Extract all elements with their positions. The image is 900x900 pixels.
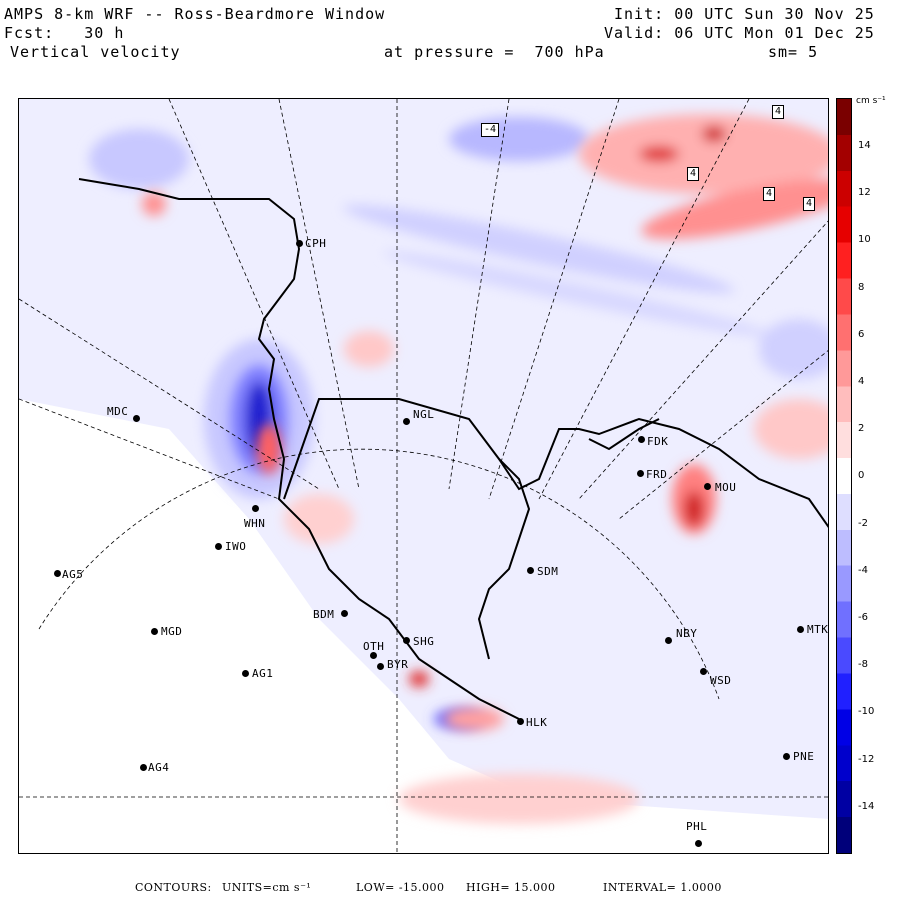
station-marker[interactable]: [527, 567, 534, 574]
station-label-mou: MOU: [715, 481, 737, 494]
station-marker[interactable]: [797, 626, 804, 633]
station-marker[interactable]: [242, 670, 249, 677]
colorbar-tick-label: -6: [858, 612, 868, 623]
station-marker[interactable]: [133, 415, 140, 422]
station-marker[interactable]: [140, 764, 147, 771]
station-label-whn: WHN: [244, 517, 266, 530]
pressure-level: at pressure = 700 hPa: [384, 44, 605, 60]
station-label-pne: PNE: [793, 750, 815, 763]
station-marker[interactable]: [252, 505, 259, 512]
station-label-ngl: NGL: [413, 408, 435, 421]
contours-label: CONTOURS:: [135, 881, 212, 894]
colorbar-tick-label: -12: [858, 753, 875, 765]
colorbar-tick-label: 0: [858, 470, 865, 482]
station-label-cph: CPH: [305, 237, 327, 250]
station-marker[interactable]: [54, 570, 61, 577]
init-label: Init:: [614, 5, 665, 23]
station-marker[interactable]: [783, 753, 790, 760]
vertical-velocity-field: [19, 99, 828, 853]
station-label-frd: FRD: [646, 468, 668, 481]
station-label-wsd: WSD: [710, 674, 732, 687]
colorbar-tick-label: 14: [858, 140, 871, 151]
colorbar: [836, 98, 852, 854]
colorbar-tick-label: -2: [858, 517, 868, 529]
smoothing: sm= 5: [768, 43, 819, 61]
station-label-ag4: AG4: [148, 761, 170, 774]
variable-name: Vertical velocity: [10, 43, 181, 61]
station-label-mdc: MDC: [107, 405, 129, 418]
valid-label: Valid:: [604, 24, 665, 42]
colorbar-tick-label: -10: [858, 706, 875, 718]
station-marker[interactable]: [700, 668, 707, 675]
station-label-byr: BYR: [387, 658, 409, 671]
colorbar-tick-label: 8: [858, 281, 865, 293]
colorbar-units: cm s⁻¹: [856, 96, 886, 106]
station-marker[interactable]: [665, 637, 672, 644]
contours-high: HIGH= 15.000: [466, 881, 556, 894]
station-label-oth: OTH: [363, 640, 385, 653]
station-label-iwo: IWO: [225, 540, 247, 553]
station-marker[interactable]: [695, 840, 702, 847]
station-label-mtk: MTK: [807, 623, 829, 636]
colorbar-tick-label: 10: [858, 234, 871, 246]
forecast-value: 30 h: [84, 24, 125, 42]
forecast-hour: Fcst: 30 h: [4, 25, 124, 41]
station-marker[interactable]: [370, 652, 377, 659]
contour-label: 4: [763, 187, 776, 201]
init-time: Init: 00 UTC Sun 30 Nov 25: [614, 6, 875, 22]
colorbar-tick-label: -4: [858, 564, 868, 576]
map-panel[interactable]: -4 4 4 4 4 CPH MDC NGL FDK FRD MOU WHN I…: [18, 98, 829, 854]
station-label-mgd: MGD: [161, 625, 183, 638]
pressure-value: 700 hPa: [534, 43, 605, 61]
station-marker[interactable]: [704, 483, 711, 490]
valid-value: 06 UTC Mon 01 Dec 25: [674, 24, 875, 42]
station-marker[interactable]: [637, 470, 644, 477]
station-label-sdm: SDM: [537, 565, 559, 578]
station-label-fdk: FDK: [647, 435, 669, 448]
colorbar-tick-label: 4: [858, 376, 865, 387]
station-label-ag5: AG5: [62, 568, 84, 581]
contour-label: 4: [687, 167, 700, 181]
colorbar-tick-label: 2: [858, 423, 865, 435]
station-marker[interactable]: [151, 628, 158, 635]
forecast-label: Fcst:: [4, 24, 55, 42]
station-label-ag1: AG1: [252, 667, 274, 680]
station-marker[interactable]: [341, 610, 348, 617]
station-marker[interactable]: [403, 637, 410, 644]
station-label-phl: PHL: [686, 820, 708, 833]
colorbar-tick-label: -8: [858, 659, 868, 671]
contours-interval: INTERVAL= 1.0000: [603, 881, 722, 894]
station-label-bdm: BDM: [313, 608, 335, 621]
contour-label: -4: [481, 123, 500, 137]
colorbar-tick-label: 6: [858, 328, 865, 340]
contours-units: UNITS=cm s⁻¹: [222, 881, 312, 894]
station-marker[interactable]: [377, 663, 384, 670]
station-marker[interactable]: [638, 436, 645, 443]
contours-low: LOW= -15.000: [356, 881, 445, 894]
valid-time: Valid: 06 UTC Mon 01 Dec 25: [604, 25, 875, 41]
station-label-hlk: HLK: [526, 716, 548, 729]
station-marker[interactable]: [215, 543, 222, 550]
map-title: AMPS 8-km WRF -- Ross-Beardmore Window: [4, 5, 386, 23]
station-label-shg: SHG: [413, 635, 435, 648]
colorbar-tick-label: 12: [858, 187, 871, 199]
contour-label: 4: [772, 105, 785, 119]
station-label-nby: NBY: [676, 627, 698, 640]
station-marker[interactable]: [296, 240, 303, 247]
pressure-label: at pressure =: [384, 43, 515, 61]
station-marker[interactable]: [517, 718, 524, 725]
contour-label: 4: [803, 197, 816, 211]
init-value: 00 UTC Sun 30 Nov 25: [674, 5, 875, 23]
station-marker[interactable]: [403, 418, 410, 425]
colorbar-tick-label: -14: [858, 800, 875, 812]
